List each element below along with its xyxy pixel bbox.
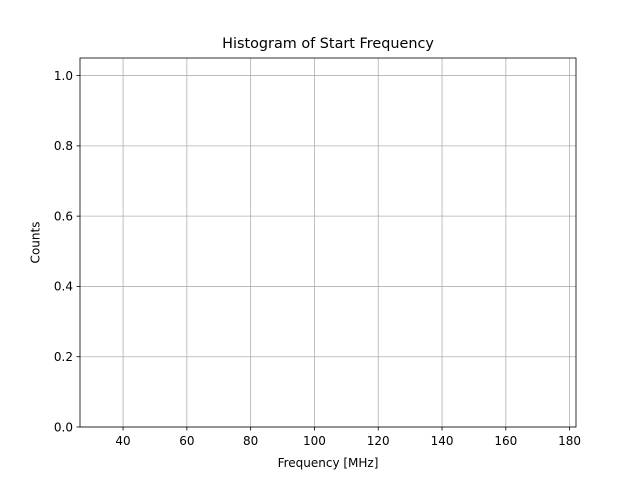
y-tick-label: 0.8 [54,139,73,153]
y-tick-label: 0.4 [54,280,73,294]
x-tick-label: 180 [558,434,581,448]
x-tick-label: 40 [115,434,130,448]
x-tick-label: 120 [367,434,390,448]
x-tick-label: 160 [494,434,517,448]
y-tick-label: 0.2 [54,350,73,364]
x-axis-label: Frequency [MHz] [278,456,379,470]
y-tick-label: 0.0 [54,420,73,434]
plot-area [79,57,577,428]
x-tick-label: 80 [243,434,258,448]
y-tick-label: 0.6 [54,209,73,223]
x-axis: 40 60 80 100 120 140 160 180 [115,427,581,448]
x-tick-label: 100 [303,434,326,448]
x-tick-label: 140 [431,434,454,448]
y-axis: 0.0 0.2 0.4 0.6 0.8 1.0 [54,69,80,434]
x-tick-label: 60 [179,434,194,448]
chart-title: Histogram of Start Frequency [222,36,434,52]
y-tick-label: 1.0 [54,69,73,83]
y-axis-label: Counts [29,222,43,264]
plot-frame [79,57,577,428]
x-gridlines [122,58,571,427]
